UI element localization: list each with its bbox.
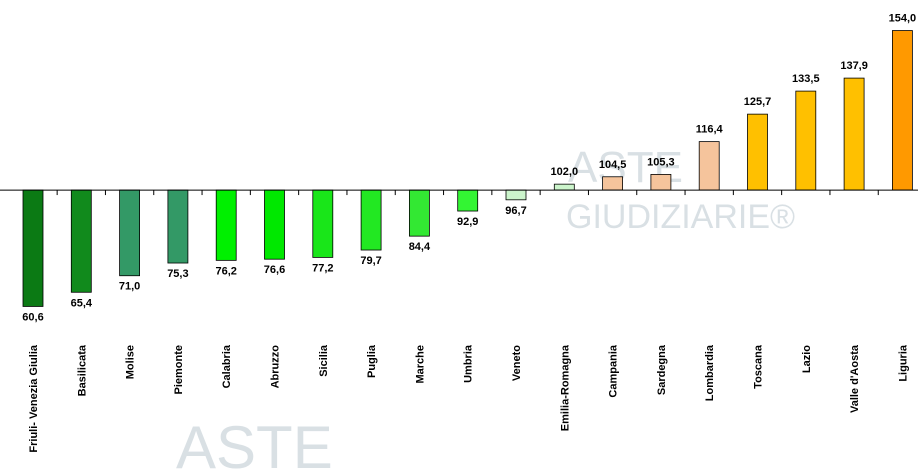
value-label: 92,9	[457, 216, 478, 228]
bar	[505, 189, 527, 201]
bar	[167, 189, 189, 264]
x-tick-label: Basilicata	[76, 344, 88, 396]
bar	[747, 113, 768, 191]
value-label: 76,6	[264, 264, 285, 276]
value-label: 76,2	[215, 265, 236, 277]
value-label: 137,9	[840, 60, 868, 72]
value-label: 96,7	[505, 205, 526, 217]
bar	[892, 30, 913, 191]
x-tick-label: Molise	[125, 345, 137, 379]
bar	[312, 189, 334, 258]
value-label: 71,0	[119, 281, 140, 293]
bar	[553, 183, 575, 191]
watermark: GIUDIZIARIE®	[566, 198, 795, 236]
value-label: 105,3	[647, 156, 675, 168]
x-tick-label: Piemonte	[173, 345, 185, 395]
x-tick-label: Sardegna	[656, 344, 668, 395]
bar	[119, 189, 140, 277]
x-tick-label: Lazio	[801, 345, 813, 373]
watermark: ASTE	[176, 414, 333, 473]
x-tick-label: Umbria	[463, 344, 475, 383]
bar	[698, 141, 720, 191]
bar	[650, 174, 672, 191]
x-tick-label: Marche	[414, 345, 426, 384]
value-label: 60,6	[22, 311, 43, 323]
x-tick-label: Valle d'Aosta	[849, 344, 861, 413]
x-tick-label: Campania	[608, 344, 620, 397]
value-label: 65,4	[71, 297, 93, 309]
x-tick-label: Calabria	[221, 344, 233, 388]
x-tick-label: Friuli- Venezia Giulia	[28, 344, 40, 452]
x-tick-label: Emilia-Romagna	[559, 344, 571, 431]
bar	[843, 77, 865, 191]
value-label: 77,2	[312, 262, 333, 274]
x-tick-label: Veneto	[511, 345, 523, 381]
bar	[264, 189, 285, 260]
bar	[457, 189, 479, 212]
value-label: 104,5	[599, 159, 627, 171]
value-label: 84,4	[409, 241, 431, 253]
x-tick-label: Liguria	[897, 344, 909, 382]
value-label: 133,5	[792, 73, 820, 85]
x-tick-label: Abruzzo	[270, 345, 282, 389]
bar	[795, 90, 817, 191]
bar	[360, 189, 382, 251]
x-tick-label: Toscana	[753, 344, 765, 389]
bar	[70, 189, 92, 293]
bar	[408, 189, 430, 237]
bar	[22, 189, 44, 307]
value-label: 79,7	[360, 255, 381, 267]
value-label: 102,0	[551, 166, 579, 178]
bar	[215, 189, 237, 261]
value-label: 116,4	[696, 124, 724, 136]
value-label: 154,0	[889, 13, 917, 25]
bar	[602, 176, 623, 191]
x-tick-label: Lombardia	[704, 344, 716, 401]
value-label: 75,3	[167, 268, 188, 280]
x-tick-label: Sicilia	[318, 344, 330, 377]
x-tick-label: Puglia	[366, 344, 378, 378]
value-label: 125,7	[744, 96, 772, 108]
